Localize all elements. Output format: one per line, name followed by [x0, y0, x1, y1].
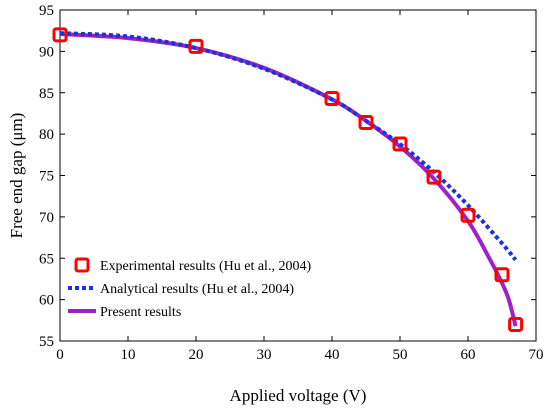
y-tick-label: 55 [39, 334, 54, 350]
legend: Experimental results (Hu et al., 2004) An… [68, 257, 311, 320]
legend-label-1: Analytical results (Hu et al., 2004) [100, 282, 294, 297]
y-tick-label: 70 [39, 210, 54, 226]
data-point-marker [392, 136, 408, 152]
data-point-marker [426, 169, 442, 185]
data-point-marker [52, 27, 68, 43]
y-tick-label: 75 [39, 169, 54, 185]
x-tick-label: 10 [121, 347, 136, 363]
x-tick-label: 40 [325, 347, 340, 363]
x-tick-label: 60 [461, 347, 476, 363]
data-point-marker [324, 91, 340, 107]
y-tick-label: 85 [39, 86, 54, 102]
legend-label-2: Present results [100, 305, 181, 320]
x-tick-label: 70 [529, 347, 544, 363]
y-tick-label: 95 [39, 3, 54, 19]
y-tick-label: 60 [39, 293, 54, 309]
legend-marker-experimental [74, 257, 90, 273]
data-point-marker [494, 267, 510, 283]
y-tick-label: 65 [39, 251, 54, 267]
y-axis-label: Free end gap (μm) [7, 113, 26, 239]
y-axis: 55 60 65 70 75 80 85 90 95 [39, 3, 536, 350]
series-layer [52, 27, 524, 332]
data-point-marker [358, 115, 374, 131]
y-tick-label: 80 [39, 127, 54, 143]
x-tick-label: 30 [257, 347, 272, 363]
legend-label-0: Experimental results (Hu et al., 2004) [100, 259, 311, 274]
x-tick-label: 20 [189, 347, 204, 363]
data-point-marker [460, 207, 476, 223]
x-axis-label: Applied voltage (V) [230, 386, 367, 405]
x-tick-label: 50 [393, 347, 408, 363]
x-axis: 0 10 20 30 40 50 60 70 [56, 10, 544, 363]
data-point-marker [188, 38, 204, 54]
series-line-1 [59, 31, 518, 262]
data-point-marker [508, 316, 524, 332]
y-tick-label: 90 [39, 44, 54, 60]
x-tick-label: 0 [56, 347, 64, 363]
